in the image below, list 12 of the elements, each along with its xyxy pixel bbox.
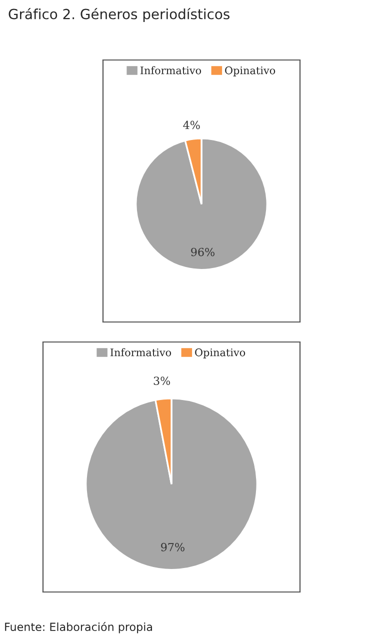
- data-label: 4%: [183, 120, 200, 130]
- legend-label: Informativo: [110, 348, 172, 356]
- pie-slice: [135, 138, 268, 271]
- pie-slice: [85, 398, 258, 571]
- data-label: 96%: [191, 248, 214, 256]
- legend-label: Opinativo: [225, 66, 276, 76]
- data-label: 97%: [161, 542, 184, 552]
- legend-label: Informativo: [140, 66, 202, 74]
- source-note: Fuente: Elaboración propia: [5, 622, 152, 634]
- data-label: 3%: [154, 376, 170, 386]
- chart-title: Gráfico 2. Géneros periodísticos: [8, 8, 230, 22]
- legend-label: Opinativo: [195, 348, 246, 358]
